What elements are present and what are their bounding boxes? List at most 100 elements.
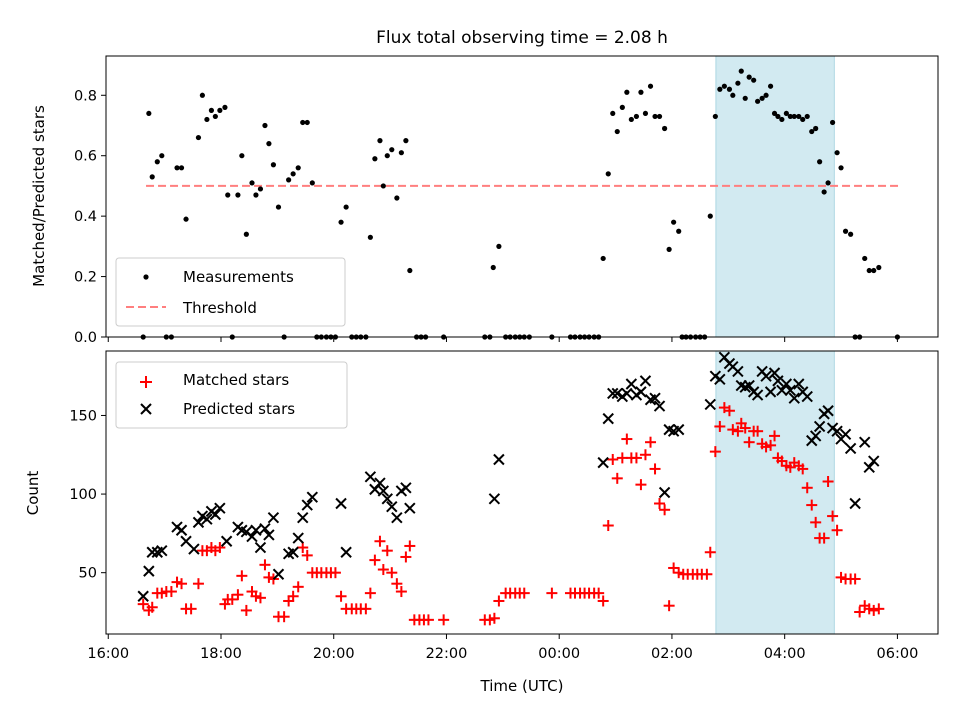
predicted-point (639, 375, 652, 387)
measurement-point (742, 95, 748, 101)
matched-point (659, 504, 671, 516)
matched-point (739, 422, 751, 434)
predicted-point (863, 461, 875, 474)
measurement-point (367, 234, 373, 240)
measurement-point (146, 110, 152, 117)
measurement-point (270, 162, 277, 168)
matched-point (752, 425, 764, 437)
predicted-point (776, 384, 788, 397)
measurement-point (605, 171, 611, 177)
measurement-point (638, 89, 644, 95)
predicted-point (209, 508, 222, 521)
measurement-point (866, 267, 872, 274)
measurement-point (377, 138, 383, 144)
matched-point (278, 611, 290, 623)
matched-point (493, 595, 505, 607)
measurement-point (235, 192, 241, 198)
matched-point (635, 479, 647, 491)
bottom-y-axis-label: Count (24, 471, 42, 516)
matched-point (822, 475, 834, 487)
measurement-point (149, 174, 155, 180)
legend-measurements-marker (143, 274, 149, 280)
xtick-label: 22:00 (426, 646, 468, 662)
matched-point (597, 595, 609, 607)
matched-point (546, 587, 558, 599)
measurement-point (642, 110, 649, 117)
predicted-point (400, 482, 412, 494)
matched-point (391, 578, 403, 590)
matched-point (714, 420, 726, 432)
predicted-point (844, 442, 857, 455)
measurement-point (304, 119, 310, 126)
matched-point (827, 510, 839, 522)
predicted-point (839, 428, 852, 441)
predicted-point (760, 370, 772, 382)
predicted-point (146, 546, 158, 558)
matched-point (422, 614, 434, 626)
top-ytick-label: 0.4 (74, 209, 97, 225)
measurement-point (490, 264, 496, 271)
matched-point (727, 424, 739, 436)
top-ytick-label: 0.8 (74, 88, 97, 104)
measurement-point (239, 153, 245, 159)
top-panel: 0.00.20.40.60.8 Matched/Predicted stars … (30, 55, 939, 346)
matched-point (185, 603, 197, 615)
top-plot-frame (105, 55, 939, 338)
measurement-point (809, 128, 815, 135)
measurement-point (225, 192, 231, 198)
top-ytick-label: 0.0 (74, 330, 97, 346)
xtick-label: 18:00 (200, 646, 242, 662)
predicted-point (751, 389, 764, 401)
measurement-point (842, 228, 849, 234)
matched-point (801, 482, 813, 494)
matched-point (214, 542, 226, 554)
predicted-point (621, 387, 633, 400)
matched-point (518, 587, 530, 599)
matched-point (360, 603, 372, 615)
predicted-point (335, 497, 347, 510)
matched-point (240, 604, 252, 616)
predicted-point (831, 425, 843, 437)
predicted-point (813, 420, 826, 433)
measurement-point (834, 150, 840, 156)
predicted-point (849, 497, 861, 510)
matched-point (602, 520, 614, 532)
matched-point (254, 592, 266, 604)
matched-point (868, 604, 880, 616)
measurement-point (154, 159, 160, 165)
predicted-point (246, 530, 258, 543)
measurement-point (804, 113, 810, 120)
matched-point (607, 453, 619, 465)
predicted-point (250, 524, 262, 536)
predicted-point (188, 543, 200, 555)
matched-point (849, 573, 861, 585)
measurement-point (222, 104, 228, 110)
matched-point (668, 562, 680, 574)
observing-window-highlight (715, 350, 835, 635)
predicted-point (263, 529, 275, 541)
matched-point (831, 524, 843, 536)
measurement-point (825, 180, 831, 186)
legend-predicted-label: Predicted stars (183, 400, 295, 418)
matched-point (395, 586, 407, 598)
predicted-point (868, 455, 880, 467)
measurement-point (178, 165, 185, 171)
measurement-point (195, 134, 202, 141)
matched-point (232, 589, 244, 601)
measurement-point (217, 107, 223, 113)
measurement-point (372, 156, 378, 162)
predicted-point (297, 511, 309, 524)
measurement-point (848, 231, 854, 237)
predicted-point (672, 423, 685, 436)
predicted-point (780, 378, 793, 390)
measurement-point (295, 165, 301, 171)
top-y-axis-label: Matched/Predicted stars (30, 105, 48, 287)
measurement-point (275, 204, 282, 210)
matched-point (704, 546, 716, 558)
matched-point (854, 606, 866, 618)
bottom-plot-frame (105, 350, 939, 635)
measurement-point (775, 113, 781, 120)
matched-point (374, 535, 386, 547)
measurement-point (633, 113, 640, 120)
measurement-point (159, 153, 165, 159)
